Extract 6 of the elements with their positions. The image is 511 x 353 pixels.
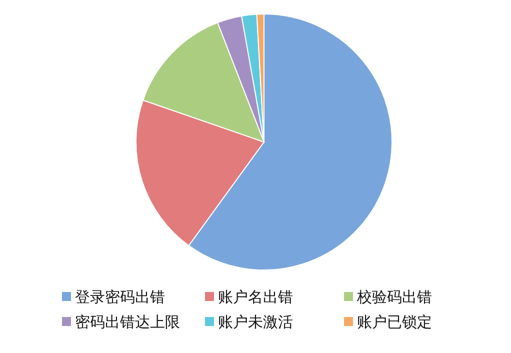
legend-label: 密码出错达上限 xyxy=(75,313,180,331)
legend-label: 账户名出错 xyxy=(218,288,293,306)
legend-label: 账户已锁定 xyxy=(357,313,432,331)
legend-label: 登录密码出错 xyxy=(75,288,165,306)
legend-label: 账户未激活 xyxy=(218,313,293,331)
legend-label: 校验码出错 xyxy=(356,288,432,306)
